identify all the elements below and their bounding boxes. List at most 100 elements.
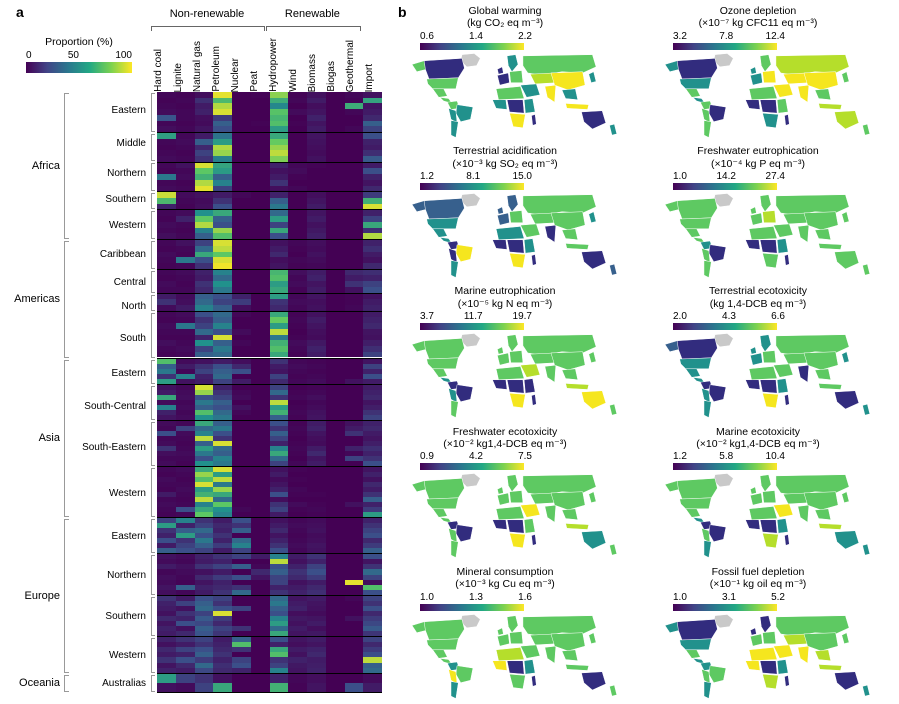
- heatmap-cell: [194, 662, 214, 668]
- region-argentina: [450, 400, 459, 419]
- heatmap-cell: [344, 486, 364, 492]
- region-westafrica: [492, 99, 508, 110]
- heatmap-cell: [250, 368, 270, 374]
- heatmap-cell: [344, 589, 364, 595]
- heatmap-cell: [269, 368, 289, 374]
- heatmap-cell: [363, 584, 382, 590]
- subregion-label: Northern: [107, 569, 146, 581]
- heatmap-region-rows: [157, 92, 382, 241]
- heatmap-cell: [175, 221, 195, 228]
- heatmap-cell: [344, 605, 364, 611]
- heatmap-cell: [269, 363, 289, 369]
- subregion-labels: Eastern Middle Northern Southern Western: [72, 92, 151, 240]
- map-terrestrial-ecotoxicity: Terrestrial ecotoxicity (kg 1,4-DCB eq m⁻…: [645, 282, 898, 422]
- heatmap-cell: [175, 569, 195, 575]
- heatmap-row: [157, 533, 382, 539]
- heatmap-cell: [250, 476, 270, 482]
- subregion-bracket: [151, 468, 157, 517]
- heatmap-cell: [269, 203, 289, 210]
- heatmap-cell: [269, 647, 289, 653]
- heatmap-cell: [157, 554, 176, 560]
- heatmap-cell: [232, 420, 251, 426]
- heatmap-cell: [363, 496, 382, 502]
- heatmap-cell: [344, 445, 364, 451]
- heatmap-cell: [325, 673, 345, 683]
- heatmap-cell: [232, 496, 251, 502]
- heatmap-cell: [269, 168, 289, 175]
- region-australia: [834, 250, 860, 270]
- region-usa: [679, 217, 712, 229]
- heatmap-cell: [269, 414, 289, 420]
- heatmap-cell: [213, 667, 232, 673]
- heatmap-cell: [344, 564, 364, 570]
- heatmap-cell: [250, 642, 270, 648]
- heatmap-cell: [250, 543, 270, 549]
- heatmap-row: [157, 262, 382, 269]
- region-mexico: [432, 228, 448, 238]
- heatmap-cell: [325, 210, 345, 217]
- heatmap-cell: [363, 275, 382, 282]
- heatmap-cell: [325, 346, 345, 352]
- heatmap-cell: [194, 373, 214, 379]
- heatmap-cell: [344, 637, 364, 643]
- heatmap-row: [157, 317, 382, 324]
- heatmap-cell: [325, 486, 345, 492]
- heatmap-cell: [363, 286, 382, 293]
- heatmap-cell: [250, 394, 270, 400]
- heatmap-cell: [232, 162, 251, 169]
- heatmap-cell: [363, 610, 382, 616]
- heatmap-subregion-block: [157, 210, 382, 241]
- heatmap-cell: [194, 657, 214, 663]
- heatmap-cell: [269, 92, 289, 98]
- heatmap-cell: [157, 471, 176, 477]
- heatmap-cell: [194, 114, 214, 121]
- heatmap-cell: [232, 404, 251, 410]
- heatmap-cell: [307, 579, 326, 585]
- region-bracket: [64, 674, 72, 693]
- heatmap-cell: [288, 637, 307, 643]
- heatmap-cell: [175, 647, 195, 653]
- heatmap-cell: [269, 559, 289, 565]
- heatmap-cell: [175, 559, 195, 565]
- heatmap-cell: [307, 233, 326, 240]
- heatmap-cell: [175, 162, 195, 169]
- region-china: [550, 211, 586, 231]
- heatmap-cell: [363, 657, 382, 663]
- heatmap-cell: [232, 179, 251, 186]
- heatmap-cell: [288, 559, 307, 565]
- heatmap-row: [157, 528, 382, 534]
- heatmap-cell: [157, 275, 176, 282]
- heatmap-row: [157, 328, 382, 335]
- heatmap-cell: [232, 667, 251, 673]
- heatmap-cell: [250, 584, 270, 590]
- heatmap-cell: [175, 548, 195, 554]
- heatmap-cell: [363, 414, 382, 420]
- heatmap-cell: [325, 168, 345, 175]
- heatmap-cell: [325, 150, 345, 156]
- region-uk: [750, 346, 757, 355]
- heatmap-cell: [213, 615, 232, 622]
- heatmap-cell: [344, 150, 364, 156]
- subregion-bracket: [151, 93, 157, 132]
- heatmap-cell: [325, 589, 345, 595]
- heatmap-subregion-block: [157, 554, 382, 596]
- subregion-bracket: [151, 211, 157, 240]
- heatmap-cell: [157, 522, 176, 529]
- heatmap-cell: [175, 334, 195, 341]
- subregion-bracket: [151, 555, 157, 596]
- heatmap-cell: [194, 414, 214, 420]
- heatmap-cell: [194, 245, 214, 252]
- subregion-bracket: [151, 638, 157, 674]
- heatmap-cell: [288, 600, 307, 606]
- region-japan: [588, 71, 597, 83]
- heatmap-cell: [363, 486, 382, 492]
- heatmap-row: [157, 399, 382, 405]
- heatmap-cell: [363, 221, 382, 228]
- world-map: [411, 613, 618, 699]
- heatmap-row: [157, 486, 382, 492]
- heatmap-cell: [250, 221, 270, 228]
- heatmap-row: [157, 221, 382, 228]
- heatmap-cell: [157, 409, 176, 415]
- heatmap-cell: [363, 150, 382, 156]
- heatmap-cell: [307, 440, 326, 446]
